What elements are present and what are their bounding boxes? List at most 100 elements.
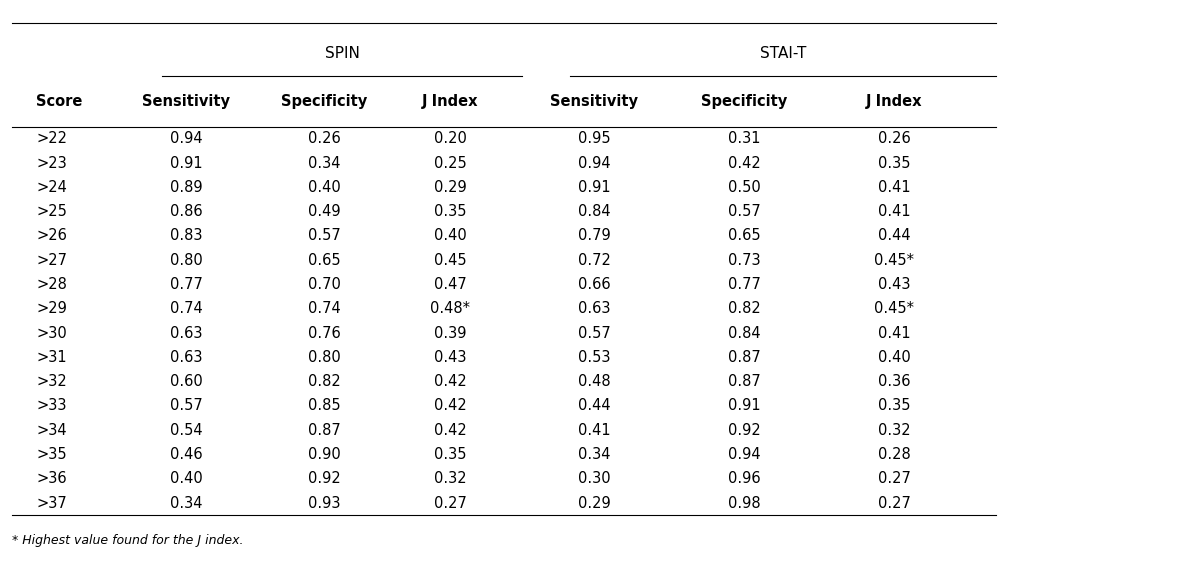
Text: 0.85: 0.85 bbox=[307, 399, 341, 413]
Text: 0.41: 0.41 bbox=[877, 180, 911, 195]
Text: 0.94: 0.94 bbox=[577, 155, 611, 171]
Text: 0.35: 0.35 bbox=[433, 204, 467, 219]
Text: >33: >33 bbox=[36, 399, 66, 413]
Text: 0.40: 0.40 bbox=[307, 180, 341, 195]
Text: 0.70: 0.70 bbox=[307, 277, 341, 292]
Text: Score: Score bbox=[36, 94, 83, 109]
Text: 0.77: 0.77 bbox=[727, 277, 761, 292]
Text: 0.28: 0.28 bbox=[877, 447, 911, 462]
Text: 0.45: 0.45 bbox=[433, 253, 467, 268]
Text: J Index: J Index bbox=[421, 94, 479, 109]
Text: Specificity: Specificity bbox=[701, 94, 787, 109]
Text: SPIN: SPIN bbox=[324, 46, 360, 61]
Text: >22: >22 bbox=[36, 131, 67, 146]
Text: Specificity: Specificity bbox=[281, 94, 367, 109]
Text: 0.91: 0.91 bbox=[727, 399, 761, 413]
Text: >27: >27 bbox=[36, 253, 67, 268]
Text: 0.93: 0.93 bbox=[307, 495, 341, 511]
Text: 0.41: 0.41 bbox=[877, 325, 911, 341]
Text: 0.94: 0.94 bbox=[169, 131, 203, 146]
Text: 0.31: 0.31 bbox=[727, 131, 761, 146]
Text: 0.27: 0.27 bbox=[877, 471, 911, 486]
Text: 0.50: 0.50 bbox=[727, 180, 761, 195]
Text: 0.73: 0.73 bbox=[727, 253, 761, 268]
Text: 0.82: 0.82 bbox=[307, 374, 341, 389]
Text: 0.44: 0.44 bbox=[877, 229, 911, 243]
Text: >30: >30 bbox=[36, 325, 67, 341]
Text: 0.41: 0.41 bbox=[577, 423, 611, 437]
Text: 0.82: 0.82 bbox=[727, 301, 761, 316]
Text: 0.72: 0.72 bbox=[577, 253, 611, 268]
Text: 0.91: 0.91 bbox=[169, 155, 203, 171]
Text: 0.34: 0.34 bbox=[169, 495, 203, 511]
Text: 0.48: 0.48 bbox=[577, 374, 611, 389]
Text: 0.84: 0.84 bbox=[577, 204, 611, 219]
Text: >31: >31 bbox=[36, 350, 67, 365]
Text: Sensitivity: Sensitivity bbox=[550, 94, 638, 109]
Text: 0.42: 0.42 bbox=[433, 423, 467, 437]
Text: 0.30: 0.30 bbox=[577, 471, 611, 486]
Text: 0.27: 0.27 bbox=[433, 495, 467, 511]
Text: 0.87: 0.87 bbox=[307, 423, 341, 437]
Text: 0.40: 0.40 bbox=[433, 229, 467, 243]
Text: 0.54: 0.54 bbox=[169, 423, 203, 437]
Text: 0.66: 0.66 bbox=[577, 277, 611, 292]
Text: Sensitivity: Sensitivity bbox=[142, 94, 230, 109]
Text: 0.90: 0.90 bbox=[307, 447, 341, 462]
Text: 0.32: 0.32 bbox=[433, 471, 467, 486]
Text: 0.39: 0.39 bbox=[433, 325, 467, 341]
Text: 0.57: 0.57 bbox=[169, 399, 203, 413]
Text: 0.42: 0.42 bbox=[727, 155, 761, 171]
Text: 0.27: 0.27 bbox=[877, 495, 911, 511]
Text: 0.87: 0.87 bbox=[727, 350, 761, 365]
Text: 0.94: 0.94 bbox=[727, 447, 761, 462]
Text: 0.89: 0.89 bbox=[169, 180, 203, 195]
Text: J Index: J Index bbox=[865, 94, 923, 109]
Text: 0.60: 0.60 bbox=[169, 374, 203, 389]
Text: 0.36: 0.36 bbox=[877, 374, 911, 389]
Text: * Highest value found for the J index.: * Highest value found for the J index. bbox=[12, 534, 244, 547]
Text: 0.53: 0.53 bbox=[577, 350, 611, 365]
Text: 0.43: 0.43 bbox=[877, 277, 911, 292]
Text: 0.47: 0.47 bbox=[433, 277, 467, 292]
Text: 0.96: 0.96 bbox=[727, 471, 761, 486]
Text: >29: >29 bbox=[36, 301, 67, 316]
Text: 0.87: 0.87 bbox=[727, 374, 761, 389]
Text: 0.29: 0.29 bbox=[577, 495, 611, 511]
Text: >35: >35 bbox=[36, 447, 67, 462]
Text: 0.29: 0.29 bbox=[433, 180, 467, 195]
Text: >32: >32 bbox=[36, 374, 67, 389]
Text: 0.48*: 0.48* bbox=[430, 301, 470, 316]
Text: 0.80: 0.80 bbox=[169, 253, 203, 268]
Text: 0.34: 0.34 bbox=[577, 447, 611, 462]
Text: 0.42: 0.42 bbox=[433, 374, 467, 389]
Text: 0.98: 0.98 bbox=[727, 495, 761, 511]
Text: >26: >26 bbox=[36, 229, 67, 243]
Text: 0.49: 0.49 bbox=[307, 204, 341, 219]
Text: >23: >23 bbox=[36, 155, 67, 171]
Text: >28: >28 bbox=[36, 277, 67, 292]
Text: 0.65: 0.65 bbox=[727, 229, 761, 243]
Text: 0.77: 0.77 bbox=[169, 277, 203, 292]
Text: 0.57: 0.57 bbox=[307, 229, 341, 243]
Text: 0.80: 0.80 bbox=[307, 350, 341, 365]
Text: 0.65: 0.65 bbox=[307, 253, 341, 268]
Text: 0.76: 0.76 bbox=[307, 325, 341, 341]
Text: 0.57: 0.57 bbox=[577, 325, 611, 341]
Text: 0.74: 0.74 bbox=[307, 301, 341, 316]
Text: 0.35: 0.35 bbox=[433, 447, 467, 462]
Text: 0.26: 0.26 bbox=[307, 131, 341, 146]
Text: STAI-T: STAI-T bbox=[760, 46, 806, 61]
Text: 0.42: 0.42 bbox=[433, 399, 467, 413]
Text: 0.91: 0.91 bbox=[577, 180, 611, 195]
Text: 0.57: 0.57 bbox=[727, 204, 761, 219]
Text: 0.34: 0.34 bbox=[307, 155, 341, 171]
Text: 0.92: 0.92 bbox=[727, 423, 761, 437]
Text: 0.95: 0.95 bbox=[577, 131, 611, 146]
Text: 0.44: 0.44 bbox=[577, 399, 611, 413]
Text: 0.35: 0.35 bbox=[877, 155, 911, 171]
Text: 0.45*: 0.45* bbox=[874, 253, 914, 268]
Text: 0.20: 0.20 bbox=[433, 131, 467, 146]
Text: 0.25: 0.25 bbox=[433, 155, 467, 171]
Text: 0.74: 0.74 bbox=[169, 301, 203, 316]
